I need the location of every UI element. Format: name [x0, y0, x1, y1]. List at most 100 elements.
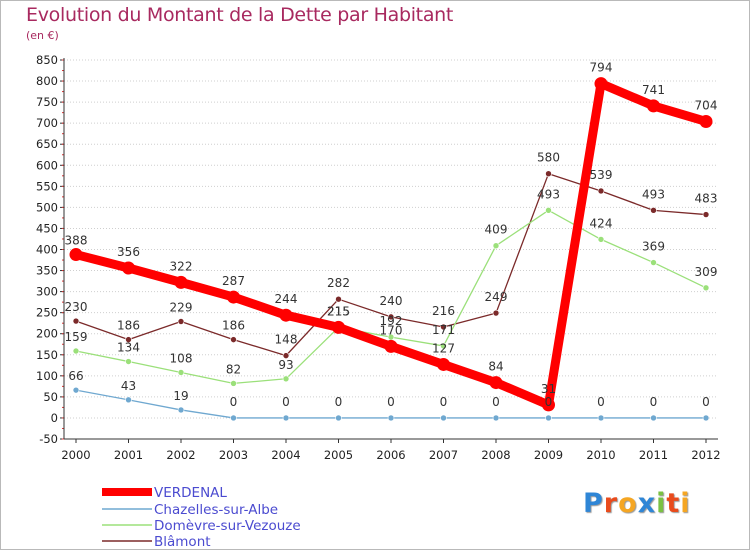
data-point — [174, 275, 188, 289]
data-label: 794 — [590, 61, 613, 75]
data-label: 0 — [335, 395, 343, 409]
data-point — [125, 396, 132, 404]
data-label: 84 — [488, 360, 503, 374]
data-label: 134 — [117, 341, 140, 355]
data-label: 0 — [230, 395, 238, 409]
data-point — [702, 414, 710, 422]
y-tick-label: 450 — [36, 221, 58, 235]
data-label: 356 — [117, 245, 140, 259]
data-point — [282, 352, 290, 359]
y-tick-label: 400 — [36, 243, 58, 257]
y-tick-label: 550 — [36, 179, 58, 193]
data-label: 159 — [65, 330, 88, 344]
y-tick-label: 500 — [36, 200, 58, 214]
data-point — [387, 313, 395, 321]
brand-letter: x — [637, 488, 657, 519]
data-label: 0 — [702, 395, 710, 409]
data-label: 186 — [222, 319, 245, 333]
data-point — [332, 320, 345, 334]
x-tick-label: 2008 — [481, 448, 510, 462]
x-tick-label: 2003 — [219, 448, 248, 462]
data-point — [594, 77, 608, 91]
data-point — [492, 414, 500, 422]
legend-label: Chazelles-sur-Albe — [154, 502, 278, 518]
data-label: 240 — [380, 294, 403, 308]
data-point — [122, 261, 135, 275]
data-label: 309 — [695, 265, 718, 279]
chart-title: Evolution du Montant de la Dette par Hab… — [26, 4, 454, 26]
data-label: 186 — [117, 319, 140, 333]
data-point — [69, 248, 83, 262]
data-point — [335, 295, 342, 303]
data-point — [177, 369, 185, 376]
data-point — [597, 414, 605, 422]
data-label: 230 — [65, 300, 88, 314]
data-point — [650, 207, 657, 214]
y-tick-label: 250 — [36, 306, 58, 320]
data-point — [125, 336, 132, 343]
data-point — [650, 414, 657, 422]
data-label: 0 — [650, 395, 658, 409]
data-label: 216 — [432, 304, 455, 318]
y-tick-label: 700 — [36, 116, 58, 130]
x-tick-label: 2004 — [271, 448, 300, 462]
data-label: 170 — [380, 323, 403, 337]
data-label: 215 — [327, 304, 350, 318]
data-label: 148 — [275, 333, 298, 347]
legend-label: Domèvre-sur-Vezouze — [154, 518, 301, 534]
y-tick-label: 100 — [36, 369, 58, 383]
data-label: 369 — [642, 240, 665, 254]
legend: VERDENALChazelles-sur-AlbeDomèvre-sur-Ve… — [102, 485, 301, 550]
data-label: 0 — [282, 395, 290, 409]
data-label: 388 — [65, 234, 88, 248]
data-point — [545, 170, 552, 177]
data-point — [597, 187, 605, 195]
data-point — [699, 114, 713, 128]
y-tick-label: 650 — [36, 137, 58, 151]
brand-letter: r — [603, 488, 619, 519]
y-tick-label: 200 — [36, 327, 58, 341]
data-label: 409 — [485, 223, 508, 237]
data-label: 127 — [432, 341, 455, 355]
data-point — [702, 211, 710, 218]
data-label: 249 — [485, 290, 508, 304]
data-label: 19 — [173, 389, 188, 403]
data-label: 483 — [695, 192, 718, 206]
data-label: 192 — [380, 314, 403, 328]
data-point — [702, 284, 710, 292]
data-label: 93 — [278, 358, 293, 372]
data-point — [440, 323, 447, 331]
data-label: 704 — [695, 98, 718, 112]
data-label: 493 — [537, 187, 560, 201]
data-point — [545, 207, 552, 214]
data-point — [125, 358, 132, 365]
data-point — [227, 290, 240, 304]
data-label: 424 — [590, 216, 613, 230]
data-point — [279, 308, 293, 322]
data-label: 108 — [170, 351, 193, 365]
y-tick-label: 150 — [36, 348, 58, 362]
data-label: 287 — [222, 274, 245, 288]
data-point — [492, 309, 500, 317]
data-point — [440, 414, 447, 422]
brand-letter: i — [656, 488, 667, 519]
data-label: 741 — [642, 83, 665, 97]
data-point — [437, 357, 450, 371]
data-point — [387, 414, 395, 422]
brand-letter: P — [583, 488, 604, 519]
series-lines — [69, 77, 713, 422]
x-tick-label: 2002 — [166, 448, 195, 462]
data-label: 66 — [68, 369, 83, 383]
legend-label: VERDENAL — [154, 485, 227, 501]
data-point — [492, 242, 500, 250]
brand-logo: Proxiti — [583, 488, 691, 519]
x-tick-label: 2000 — [61, 448, 90, 462]
data-label: 31 — [541, 382, 556, 396]
data-point — [647, 99, 660, 113]
data-label: 493 — [642, 187, 665, 201]
legend-label: Blâmont — [154, 534, 211, 550]
data-label: 43 — [121, 379, 136, 393]
grid-lines — [64, 59, 718, 440]
data-label: 322 — [170, 259, 193, 273]
